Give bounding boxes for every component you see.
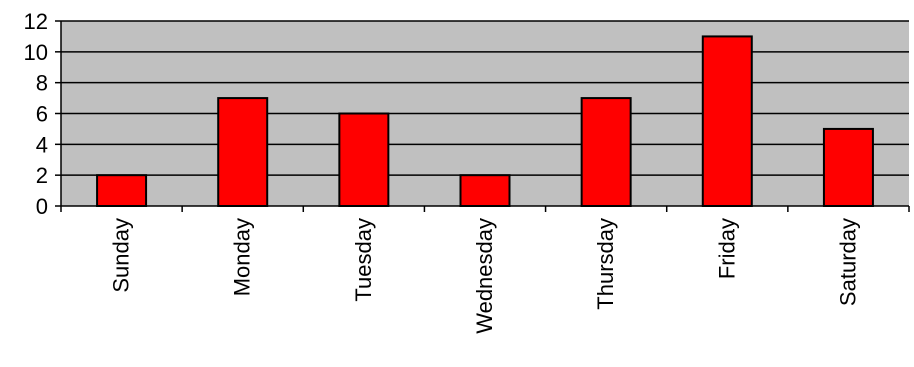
y-tick-label: 4 — [36, 132, 48, 157]
bar-monday — [217, 97, 269, 207]
bar-saturday — [822, 127, 874, 208]
bar-thursday — [580, 97, 632, 207]
bars — [96, 35, 874, 208]
x-tick-label: Friday — [714, 218, 739, 279]
bar-sunday — [96, 174, 148, 208]
bar-friday — [701, 35, 753, 207]
x-tick-label: Monday — [230, 218, 255, 296]
x-tick-label: Tuesday — [351, 218, 376, 302]
y-tick-label: 0 — [36, 194, 48, 219]
y-tick-label: 6 — [36, 102, 48, 127]
x-tick-label: Saturday — [835, 218, 860, 306]
x-tick-label: Wednesday — [472, 218, 497, 334]
y-tick-label: 8 — [36, 71, 48, 96]
y-tick-label: 12 — [24, 9, 48, 34]
x-tick-label: Sunday — [109, 218, 134, 293]
x-tick-labels: Sunday Monday Tuesday Wednesday Thursday Frid… — [109, 218, 861, 334]
gridlines — [61, 20, 909, 176]
bar-wednesday — [459, 174, 511, 208]
x-tick-label: Thursday — [593, 218, 618, 310]
y-tick-labels: 0 2 4 6 8 10 12 — [24, 9, 48, 219]
y-tick-label: 2 — [36, 163, 48, 188]
y-tick-label: 10 — [24, 40, 48, 65]
axes — [55, 20, 910, 212]
bar-tuesday — [338, 112, 390, 207]
